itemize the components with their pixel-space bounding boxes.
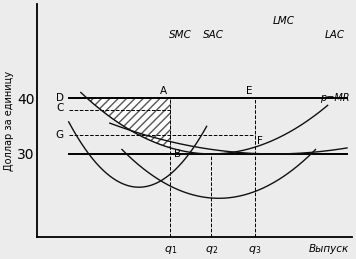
Text: D: D (56, 93, 64, 103)
Text: LMC: LMC (273, 16, 295, 26)
Text: SAC: SAC (203, 30, 224, 40)
Text: Выпуск: Выпуск (309, 244, 349, 254)
Text: SMC: SMC (169, 30, 192, 40)
Text: $q_3$: $q_3$ (248, 244, 262, 256)
Text: B: B (174, 149, 181, 159)
Text: p=MR: p=MR (320, 93, 349, 103)
Text: C: C (57, 103, 64, 113)
Text: G: G (56, 130, 64, 140)
Text: A: A (159, 86, 167, 96)
Text: F: F (257, 136, 263, 146)
Text: $q_1$: $q_1$ (164, 244, 177, 256)
Y-axis label: Доллар за единицу: Доллар за единицу (4, 71, 14, 171)
Text: LAC: LAC (325, 30, 345, 40)
Text: E: E (246, 86, 253, 96)
Text: $q_2$: $q_2$ (205, 244, 218, 256)
Polygon shape (69, 98, 170, 148)
